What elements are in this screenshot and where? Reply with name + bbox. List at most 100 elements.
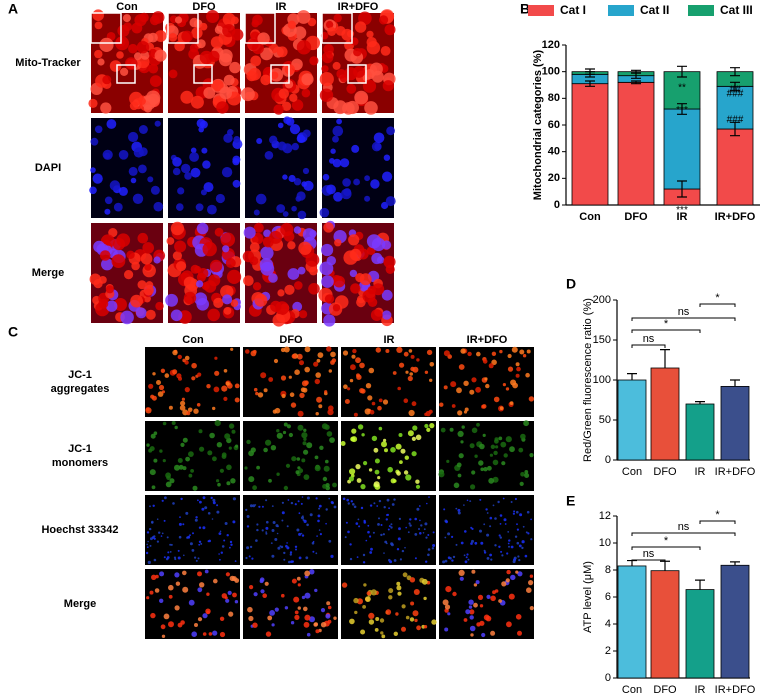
cell: [259, 577, 265, 582]
cell: [151, 485, 156, 490]
cell: [271, 554, 275, 558]
cell: [382, 171, 393, 182]
cell: [524, 554, 528, 558]
cell: [168, 584, 174, 591]
cell: [154, 120, 161, 127]
cell: [303, 449, 309, 455]
cell: [145, 407, 152, 414]
cell: [158, 531, 161, 534]
cell: [451, 404, 456, 408]
row-label: JC-1: [68, 443, 92, 455]
cell: [492, 504, 495, 507]
cell: [174, 16, 183, 24]
cell: [306, 632, 311, 637]
cell: [174, 464, 180, 471]
cell: [168, 594, 173, 599]
cell: [428, 496, 430, 498]
cell: [280, 545, 284, 549]
cell: [233, 136, 241, 143]
cell: [325, 508, 328, 511]
cell: [222, 294, 233, 305]
cell: [330, 501, 334, 504]
cell: [88, 98, 98, 108]
cell: [227, 590, 232, 596]
cell: [251, 557, 254, 560]
cell: [382, 310, 392, 320]
cell: [148, 32, 158, 43]
cell: [168, 69, 178, 79]
cell: [524, 473, 530, 478]
x-tick-label: IR: [695, 684, 706, 694]
cell: [156, 540, 159, 543]
cell: [180, 442, 185, 447]
cell: [174, 240, 187, 253]
cell: [274, 538, 278, 541]
y-tick-label: 60: [548, 119, 560, 131]
cell: [439, 402, 444, 407]
cell: [232, 179, 241, 188]
cell: [207, 540, 210, 543]
cell: [427, 553, 430, 557]
cell: [200, 189, 207, 196]
micrograph: [243, 421, 338, 491]
cell: [395, 443, 402, 450]
cell: [298, 468, 304, 474]
cell: [209, 259, 223, 273]
cell: [256, 465, 260, 470]
cell: [455, 507, 458, 510]
cell: [476, 351, 481, 357]
cell: [290, 501, 294, 505]
cell: [257, 392, 264, 398]
cell: [340, 441, 346, 446]
cell: [390, 542, 394, 546]
cell: [298, 532, 302, 536]
cell: [418, 528, 420, 530]
cell: [291, 353, 297, 359]
cell: [501, 461, 506, 466]
cell: [296, 576, 301, 581]
cell: [505, 436, 512, 443]
cell: [326, 184, 336, 195]
cell: [361, 433, 365, 437]
cell: [197, 372, 202, 377]
cell: [230, 299, 239, 308]
cell: [282, 211, 289, 217]
cell: [219, 558, 221, 561]
cell: [457, 473, 462, 478]
cell: [301, 534, 305, 537]
cell: [246, 515, 250, 518]
cell: [443, 385, 448, 390]
cell: [304, 570, 311, 577]
cell: [220, 285, 234, 299]
cell: [287, 268, 300, 280]
cell: [512, 560, 516, 564]
cell: [458, 453, 464, 459]
cell: [252, 504, 256, 508]
cell: [190, 469, 195, 473]
cell: [153, 535, 156, 538]
cell: [524, 470, 529, 474]
cell: [161, 390, 165, 394]
legend-label: Cat II: [640, 3, 669, 17]
cell: [316, 396, 323, 403]
cell: [324, 424, 330, 430]
cell: [265, 526, 269, 530]
cell: [513, 510, 516, 513]
cell: [483, 467, 488, 472]
cell: [351, 428, 357, 434]
cell: [246, 70, 257, 82]
cell: [230, 347, 234, 351]
cell: [349, 557, 353, 561]
cell: [232, 592, 237, 598]
cell: [485, 508, 488, 511]
cell: [342, 350, 349, 356]
cell: [373, 132, 385, 144]
cell: [333, 275, 345, 288]
cell: [383, 552, 385, 554]
cell: [142, 242, 154, 254]
cell: [253, 222, 264, 233]
cell: [172, 349, 178, 356]
cell: [143, 285, 154, 296]
inset: [193, 64, 213, 84]
cell: [349, 248, 362, 261]
